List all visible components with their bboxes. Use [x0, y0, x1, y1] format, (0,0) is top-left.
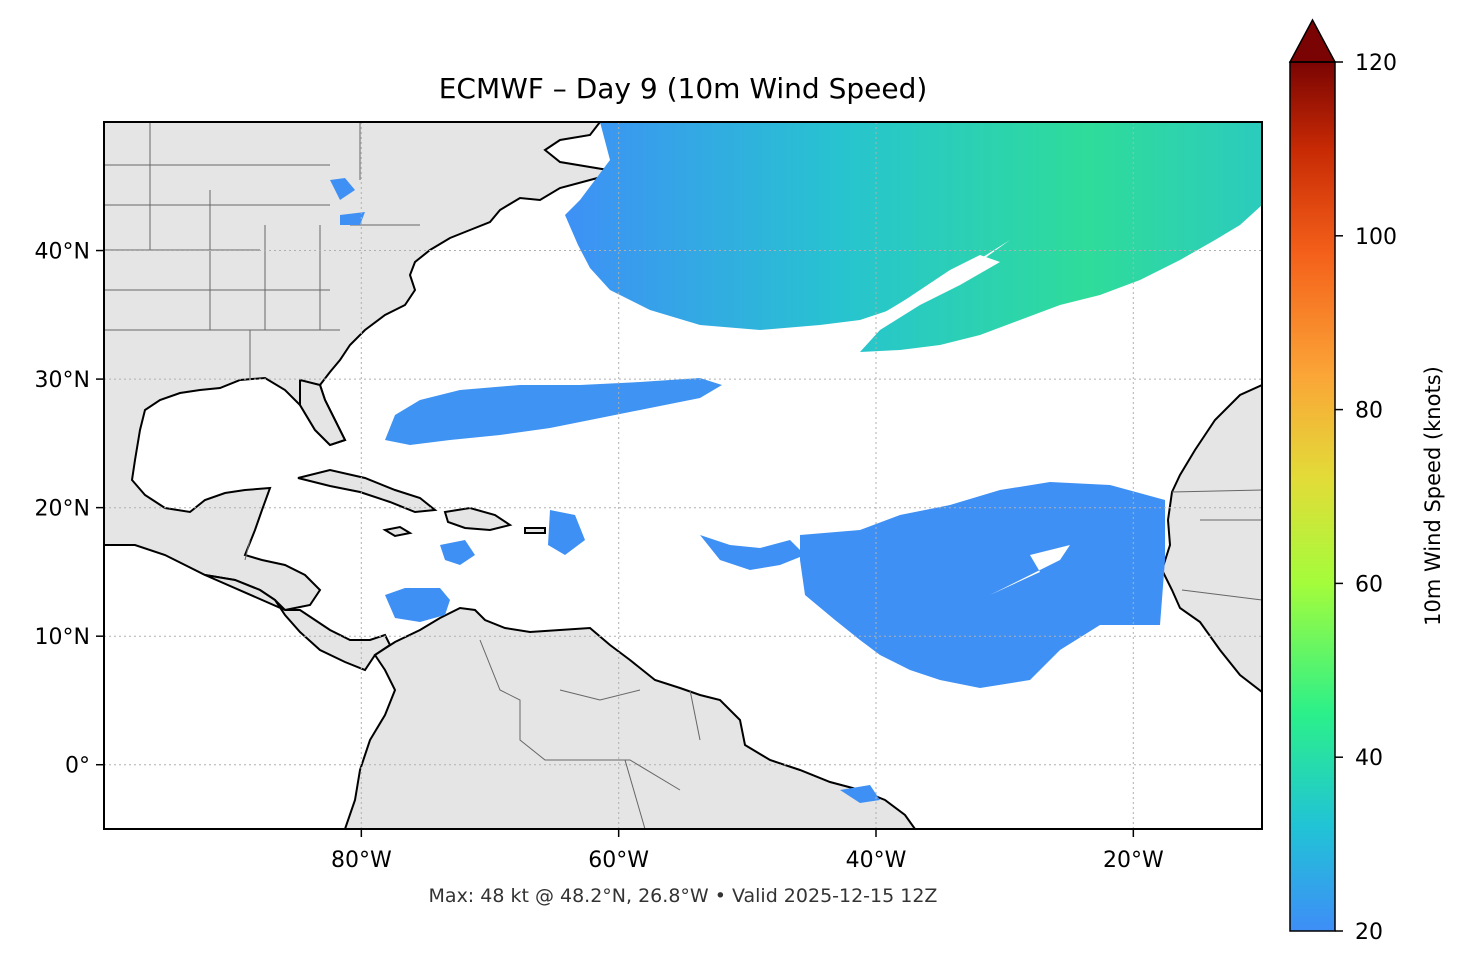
colorbar-tick-label: 40 [1355, 746, 1383, 771]
wind-trade-region-hole [990, 545, 1070, 595]
colorbar-tick-label: 100 [1355, 225, 1397, 250]
wind-north-atlantic-jet-hole [875, 240, 1010, 318]
colorbar-tick-label: 60 [1355, 572, 1383, 597]
lon-tick-label: 40°W [846, 848, 907, 873]
colorbar-extend-arrow [1288, 18, 1337, 63]
state-borders [104, 122, 1262, 829]
map-frame [103, 121, 1263, 830]
hispaniola-island [443, 506, 513, 532]
lon-tick-label: 20°W [1103, 848, 1164, 873]
wind-midatlantic-band [700, 535, 805, 570]
map-title: ECMWF – Day 9 (10m Wind Speed) [438, 72, 928, 105]
lat-tick-label: 40°N [35, 240, 90, 265]
wind-north-atlantic-jet [565, 122, 1262, 352]
wind-field [330, 122, 1262, 803]
colorbar-tick-label: 20 [1355, 920, 1383, 945]
cuba-island [297, 468, 438, 514]
lat-tick-label: 0° [65, 754, 90, 779]
map-area[interactable] [104, 122, 1262, 829]
lon-tick-label: 60°W [588, 848, 649, 873]
africa-land [1160, 383, 1262, 694]
jamaica-island [382, 525, 413, 538]
wind-great-lakes-patch [330, 178, 365, 225]
north-america-land [104, 122, 621, 612]
colorbar-gradient [1290, 62, 1335, 931]
gridlines [104, 122, 1262, 829]
lat-tick-label: 10°N [35, 625, 90, 650]
longitude-ticks: 80°W 60°W 40°W 20°W [331, 829, 1164, 873]
lat-tick-label: 20°N [35, 497, 90, 522]
florida-land [299, 378, 347, 447]
map-subtitle: Max: 48 kt @ 48.2°N, 26.8°W • Valid 2025… [428, 885, 938, 907]
wind-equatorial-patch [840, 785, 880, 803]
wind-trade-region [800, 482, 1165, 688]
puerto-rico-island [524, 527, 546, 534]
wind-caribbean-patch-1 [385, 588, 450, 622]
colorbar: 20 40 60 80 100 120 10m Wind Speed (knots) [1288, 18, 1445, 945]
south-america-land [343, 606, 917, 829]
lat-tick-label: 30°N [35, 368, 90, 393]
lon-tick-label: 80°W [331, 848, 392, 873]
wind-caribbean-patch-3 [548, 510, 585, 555]
colorbar-label: 10m Wind Speed (knots) [1421, 366, 1445, 626]
wind-caribbean-patch-2 [440, 540, 475, 565]
latitude-ticks: 0° 10°N 20°N 30°N 40°N [35, 240, 104, 779]
colorbar-tick-label: 120 [1355, 51, 1397, 76]
colorbar-frame [1289, 61, 1336, 932]
wind-subtropical-band [385, 378, 722, 445]
colorbar-tick-label: 80 [1355, 399, 1383, 424]
colorbar-ticks: 20 40 60 80 100 120 [1335, 51, 1397, 945]
